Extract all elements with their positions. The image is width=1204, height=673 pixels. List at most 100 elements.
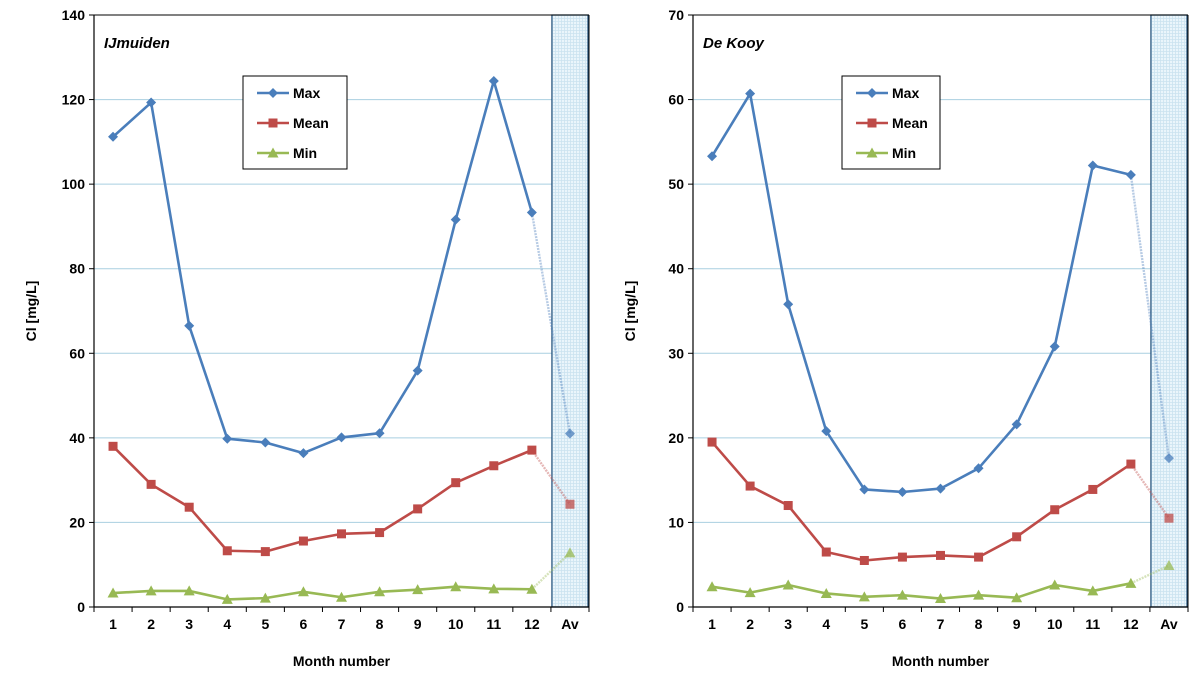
chart-0-x-tick-label: Av: [561, 616, 579, 632]
chart-1-series-max-point: [935, 483, 946, 494]
chart-1-series-max-line: [710, 92, 1132, 494]
chart-1-series-max-point: [897, 486, 908, 497]
chart-1-series-min-point: [1049, 579, 1061, 590]
chart-0-series-min-point: [526, 583, 538, 594]
chart-0-series-min-line: [112, 585, 532, 601]
chart-0-x-tick-label: 8: [376, 616, 384, 632]
chart-0-series-mean: [108, 441, 575, 557]
chart-0-series-mean-point: [146, 479, 156, 489]
chart-1-series-max-point: [1125, 169, 1136, 180]
chart-0-title: IJmuiden: [104, 35, 170, 52]
chart-0-series-mean-point: [260, 547, 270, 557]
chart-1-title: De Kooy: [703, 35, 765, 52]
chart-1-series-min-point: [706, 581, 718, 592]
chart-1-highlight-band: [1150, 14, 1188, 608]
chart-1-y-axis-label: Cl [mg/L]: [622, 281, 638, 342]
chart-0-legend-label: Mean: [293, 115, 329, 131]
chart-0-series-mean-point: [108, 441, 118, 451]
chart-1-series-mean-point: [783, 501, 793, 511]
chart-1-x-tick-label: 3: [784, 616, 792, 632]
chart-1-y-tick-label: 20: [668, 430, 684, 446]
chart-1-series-max-point: [1011, 419, 1022, 430]
chart-0-y-tick-label: 120: [62, 92, 86, 108]
chart-0-y-tick-label: 100: [62, 176, 86, 192]
chart-0-series-mean-line: [112, 445, 533, 553]
chart-1-x-tick-label: 8: [975, 616, 983, 632]
chart-0-x-tick-label: 6: [300, 616, 308, 632]
chart-1-series-mean-av-connector: [1129, 463, 1170, 519]
chart-0-series-max-line: [112, 79, 534, 455]
chart-0-series-min: [107, 547, 576, 604]
chart-1-series-mean-point: [1088, 484, 1098, 494]
chart-0-series-mean-point: [527, 445, 537, 455]
chart-0-series-max-point: [526, 207, 537, 218]
chart-1-series-min-point: [858, 591, 870, 602]
chart-0-series-mean-point: [413, 504, 423, 514]
chart-1-series-max-point: [783, 299, 794, 310]
chart-0-y-tick-label: 80: [69, 261, 85, 277]
chart-1-y-tick-label: 10: [668, 514, 684, 530]
chart-0-series-max-point: [488, 75, 499, 86]
chart-1-series-mean-point: [974, 552, 984, 562]
chart-0-series-min-point: [488, 583, 500, 594]
chart-0-series-min-point: [259, 592, 271, 603]
chart-1-series-mean-point: [1164, 513, 1174, 523]
chart-1-series-max-point: [821, 426, 832, 437]
chart-0-x-tick-label: 3: [185, 616, 193, 632]
chart-1-series-min: [706, 560, 1175, 604]
chart-0-legend-swatch-marker: [268, 88, 278, 98]
chart-0-y-tick-label: 40: [69, 430, 85, 446]
chart-0-series-min-point: [412, 584, 424, 595]
chart-1-series-mean-point: [707, 437, 717, 447]
chart-0-x-tick-label: 7: [338, 616, 346, 632]
chart-1-legend-item-mean: Mean: [856, 115, 928, 131]
chart-1-series-max-point: [973, 463, 984, 474]
chart-0-series-min-av-connector: [531, 552, 571, 591]
chart-1-series-mean-point: [936, 550, 945, 560]
chart-1-series-max-av-connector: [1129, 174, 1171, 459]
chart-1-series-mean-point: [1050, 505, 1060, 515]
chart-1-x-tick-label: 9: [1013, 616, 1021, 632]
chart-0-x-tick-label: 5: [261, 616, 269, 632]
chart-1-series-max-point: [859, 484, 870, 495]
chart-0-series-max-point: [222, 433, 233, 444]
chart-0-series-mean-point: [222, 546, 232, 556]
chart-0-legend-label: Max: [293, 85, 320, 101]
chart-0-series-max-point: [146, 97, 157, 108]
chart-1-series-mean-point: [821, 547, 831, 557]
chart-0-series-max: [108, 75, 575, 459]
chart-1-series-max-point: [1087, 160, 1098, 171]
chart-1-legend-label: Mean: [892, 115, 928, 131]
chart-1-series-min-point: [1087, 585, 1099, 596]
chart-0-series-max-av-connector: [530, 212, 572, 434]
chart-1-legend-item-min: Min: [856, 145, 916, 161]
chart-1-y-tick-label: 0: [676, 599, 684, 615]
chart-0-series-mean-point: [451, 478, 461, 488]
chart-1-legend-swatch-marker: [867, 118, 877, 128]
chart-1-series-min-point: [782, 579, 794, 590]
chart-0-legend-item-min: Min: [257, 145, 317, 161]
chart-0-legend: Max Mean Min: [242, 75, 348, 170]
chart-0-series-max-point: [336, 432, 347, 443]
chart-0-series-max-point: [374, 428, 385, 439]
chart-0-x-tick-label: 9: [414, 616, 422, 632]
chart-0-series-min-point: [107, 587, 119, 598]
chart-1-x-tick-label: 1: [708, 616, 716, 632]
chart-1-series-mean-point: [1126, 459, 1136, 469]
chart-1-series-min-line: [711, 582, 1132, 600]
chart-1-series-mean-line: [711, 441, 1132, 562]
chart-1-series-min-av-connector: [1130, 564, 1170, 585]
chart-0-series-min-point: [450, 581, 462, 592]
chart-1-series-mean-point: [1012, 532, 1022, 542]
chart-0-series-max-point: [412, 365, 423, 376]
chart-0-series-min-point: [336, 591, 347, 602]
chart-1-series-min-point: [744, 587, 756, 598]
chart-0-x-tick-label: 4: [223, 616, 231, 632]
chart-0-series-mean-point: [184, 502, 194, 512]
chart-0-series-min-point: [183, 585, 195, 596]
chart-0-series-max-point: [450, 214, 461, 225]
chart-1-series-min-point: [1011, 592, 1023, 603]
chart-1-legend-swatch-marker: [866, 147, 878, 158]
chart-0-series-min-point: [297, 586, 309, 597]
